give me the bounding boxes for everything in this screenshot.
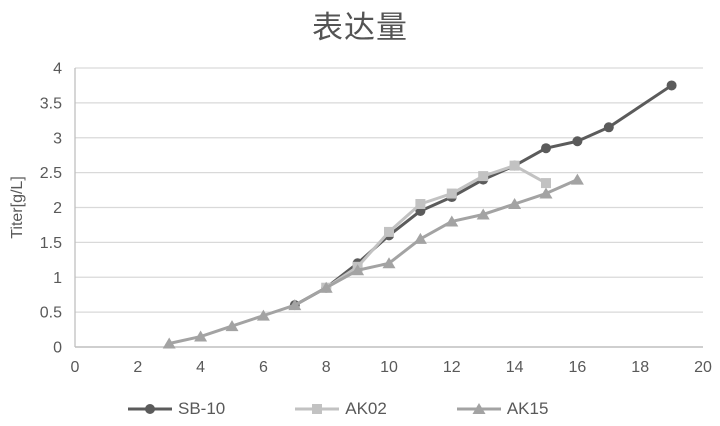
data-point-square — [384, 226, 394, 237]
data-point-square — [478, 171, 489, 182]
x-tick-label: 4 — [196, 359, 205, 376]
chart-title: 表达量 — [312, 10, 408, 45]
x-tick-label: 6 — [259, 359, 268, 376]
x-tick-label: 0 — [71, 359, 80, 376]
legend-label-sb10: SB-10 — [178, 399, 226, 418]
y-tick-label: 0 — [53, 340, 62, 357]
y-tick-label: 3.5 — [40, 95, 62, 112]
data-point-triangle — [382, 257, 396, 269]
x-tick-label: 8 — [322, 359, 331, 376]
legend: SB-10 AK02 AK15 — [128, 399, 548, 419]
y-tick-label: 3 — [53, 130, 62, 147]
legend-item-ak02: AK02 — [295, 399, 387, 419]
y-axis-title: Titer[g/L] — [9, 176, 26, 239]
data-point-triangle — [256, 309, 270, 321]
data-point-square — [415, 199, 426, 210]
data-point-square — [509, 160, 520, 171]
data-point-circle — [145, 404, 155, 414]
ak15-line-marker-icon — [456, 403, 501, 414]
data-point-square — [446, 188, 457, 199]
data-point-circle — [541, 143, 551, 154]
data-point-triangle — [472, 403, 486, 414]
x-tick-label: 10 — [380, 359, 398, 376]
x-tick-label: 20 — [694, 359, 712, 376]
data-point-triangle — [194, 330, 208, 342]
y-tick-label: 4 — [53, 61, 62, 78]
y-tick-label: 0.5 — [40, 305, 62, 322]
sb10-line-marker-icon — [128, 404, 172, 414]
x-tick-label: 18 — [631, 359, 649, 376]
legend-label-ak15: AK15 — [506, 399, 549, 418]
y-tick-label: 2.5 — [40, 165, 62, 182]
data-point-triangle — [445, 215, 459, 227]
data-point-circle — [572, 136, 583, 147]
ak02-line-marker-icon — [295, 404, 340, 414]
data-point-triangle — [570, 173, 584, 185]
data-point-triangle — [508, 198, 522, 210]
y-tick-label: 1.5 — [40, 235, 62, 252]
legend-label-ak02: AK02 — [345, 399, 387, 418]
x-tick-label: 14 — [506, 359, 524, 376]
data-point-circle — [666, 80, 677, 91]
series-AK15 — [162, 173, 584, 349]
data-point-triangle — [162, 337, 176, 349]
series-line — [167, 178, 579, 346]
series-line — [293, 83, 674, 307]
data-point-square — [541, 178, 551, 189]
y-tick-label: 2 — [53, 200, 62, 217]
data-point-circle — [603, 122, 614, 133]
data-point-triangle — [413, 232, 427, 244]
x-tick-label: 16 — [569, 359, 587, 376]
series-line — [324, 164, 548, 290]
x-tick-label: 12 — [443, 359, 461, 376]
x-tick-label: 2 — [133, 359, 142, 376]
data-point-triangle — [539, 187, 553, 199]
data-point-triangle — [319, 281, 333, 293]
data-point-triangle — [351, 264, 365, 276]
legend-item-sb10: SB-10 — [128, 399, 225, 419]
data-point-square — [312, 404, 323, 414]
data-point-triangle — [225, 320, 239, 332]
legend-item-ak15: AK15 — [456, 399, 549, 419]
y-tick-label: 1 — [53, 270, 62, 287]
data-point-triangle — [288, 299, 302, 311]
data-point-triangle — [476, 208, 490, 220]
